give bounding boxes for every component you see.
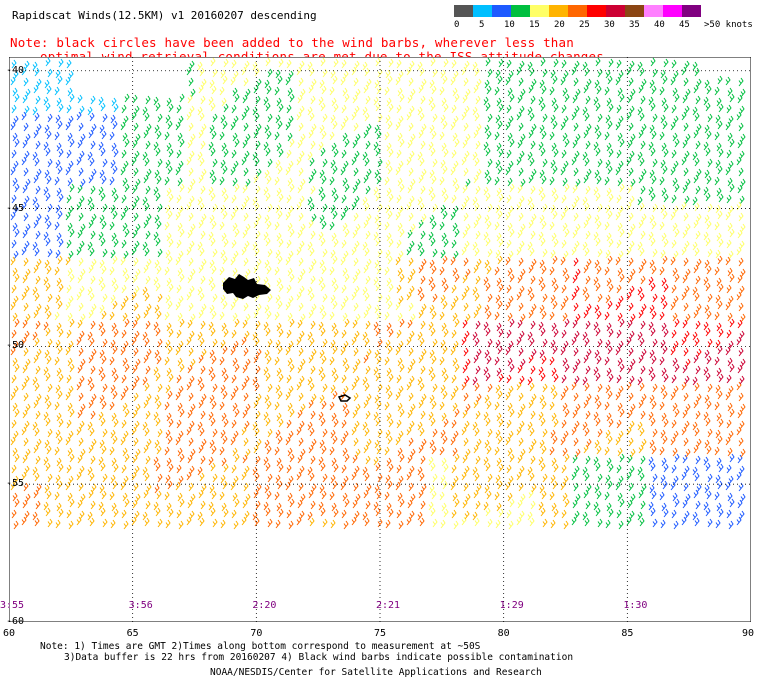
- legend-label: 10: [504, 20, 515, 30]
- color-legend: 0 5 10 15 20 25 30 35 40 45 >50 knots: [454, 5, 760, 32]
- wind-map: [9, 57, 751, 622]
- longitude-label: 65: [126, 628, 139, 639]
- legend-swatch: [644, 5, 663, 17]
- legend-swatch: [606, 5, 625, 17]
- footer-note-2: 3)Data buffer is 22 hrs from 20160207 4)…: [64, 652, 574, 663]
- legend-label: 35: [629, 20, 640, 30]
- longitude-label: 90: [742, 628, 755, 639]
- heard-island: [337, 394, 352, 402]
- wind-barb-group: [10, 111, 746, 530]
- time-label: 3:56: [128, 600, 153, 611]
- time-label: 1:29: [499, 600, 524, 611]
- map-title: Rapidscat Winds(12.5KM) v1 20160207 desc…: [12, 9, 317, 22]
- latitude-label: -60: [6, 616, 25, 627]
- time-label: 3:55: [0, 600, 25, 611]
- legend-label: 40: [654, 20, 665, 30]
- longitude-label: 60: [3, 628, 16, 639]
- legend-label: 45: [679, 20, 690, 30]
- legend-swatch: [511, 5, 530, 17]
- legend-label: 15: [529, 20, 540, 30]
- latitude-label: -55: [6, 478, 25, 490]
- time-label: 1:30: [623, 600, 648, 611]
- kerguelen-island: [223, 274, 271, 299]
- longitude-label: 75: [374, 628, 387, 639]
- latitude-label: -50: [6, 340, 25, 352]
- wind-barb-group: [472, 318, 746, 386]
- latitude-label: -40: [6, 64, 25, 76]
- legend-label: 25: [579, 20, 590, 30]
- legend-labels: 0 5 10 15 20 25 30 35 40 45 >50 knots: [454, 20, 760, 32]
- longitude-label: 85: [621, 628, 634, 639]
- wind-barb-group: [461, 257, 743, 386]
- legend-label: 30: [604, 20, 615, 30]
- legend-swatch: [663, 5, 682, 17]
- legend-color-bars: [454, 5, 760, 17]
- islands: [223, 274, 352, 402]
- longitude-label: 70: [250, 628, 263, 639]
- legend-swatch: [587, 5, 606, 17]
- time-label: 2:21: [376, 600, 401, 611]
- wind-barb-group: [10, 57, 119, 116]
- wind-barb-group: [65, 57, 746, 530]
- longitude-label: 80: [497, 628, 510, 639]
- time-label: 2:20: [252, 600, 277, 611]
- wind-barb-group: [54, 57, 746, 530]
- wind-barbs: [10, 57, 746, 530]
- legend-swatch: [625, 5, 644, 17]
- legend-label: 0: [454, 20, 460, 30]
- legend-label: 5: [479, 20, 485, 30]
- wind-barb-group: [10, 255, 746, 530]
- legend-label: 20: [554, 20, 565, 30]
- note-line-1: Note: black circles have been added to t…: [10, 35, 574, 50]
- footer-note-1: Note: 1) Times are GMT 2)Times along bot…: [40, 641, 481, 652]
- legend-swatch: [568, 5, 587, 17]
- legend-swatch: [549, 5, 568, 17]
- legend-swatch: [473, 5, 492, 17]
- legend-label: >50 knots: [704, 20, 753, 30]
- footer-credit: NOAA/NESDIS/Center for Satellite Applica…: [210, 667, 542, 678]
- legend-swatch: [454, 5, 473, 17]
- legend-swatch: [682, 5, 701, 17]
- legend-swatch: [492, 5, 511, 17]
- wind-barb-group: [10, 255, 647, 530]
- latitude-label: -45: [6, 202, 25, 214]
- legend-swatch: [530, 5, 549, 17]
